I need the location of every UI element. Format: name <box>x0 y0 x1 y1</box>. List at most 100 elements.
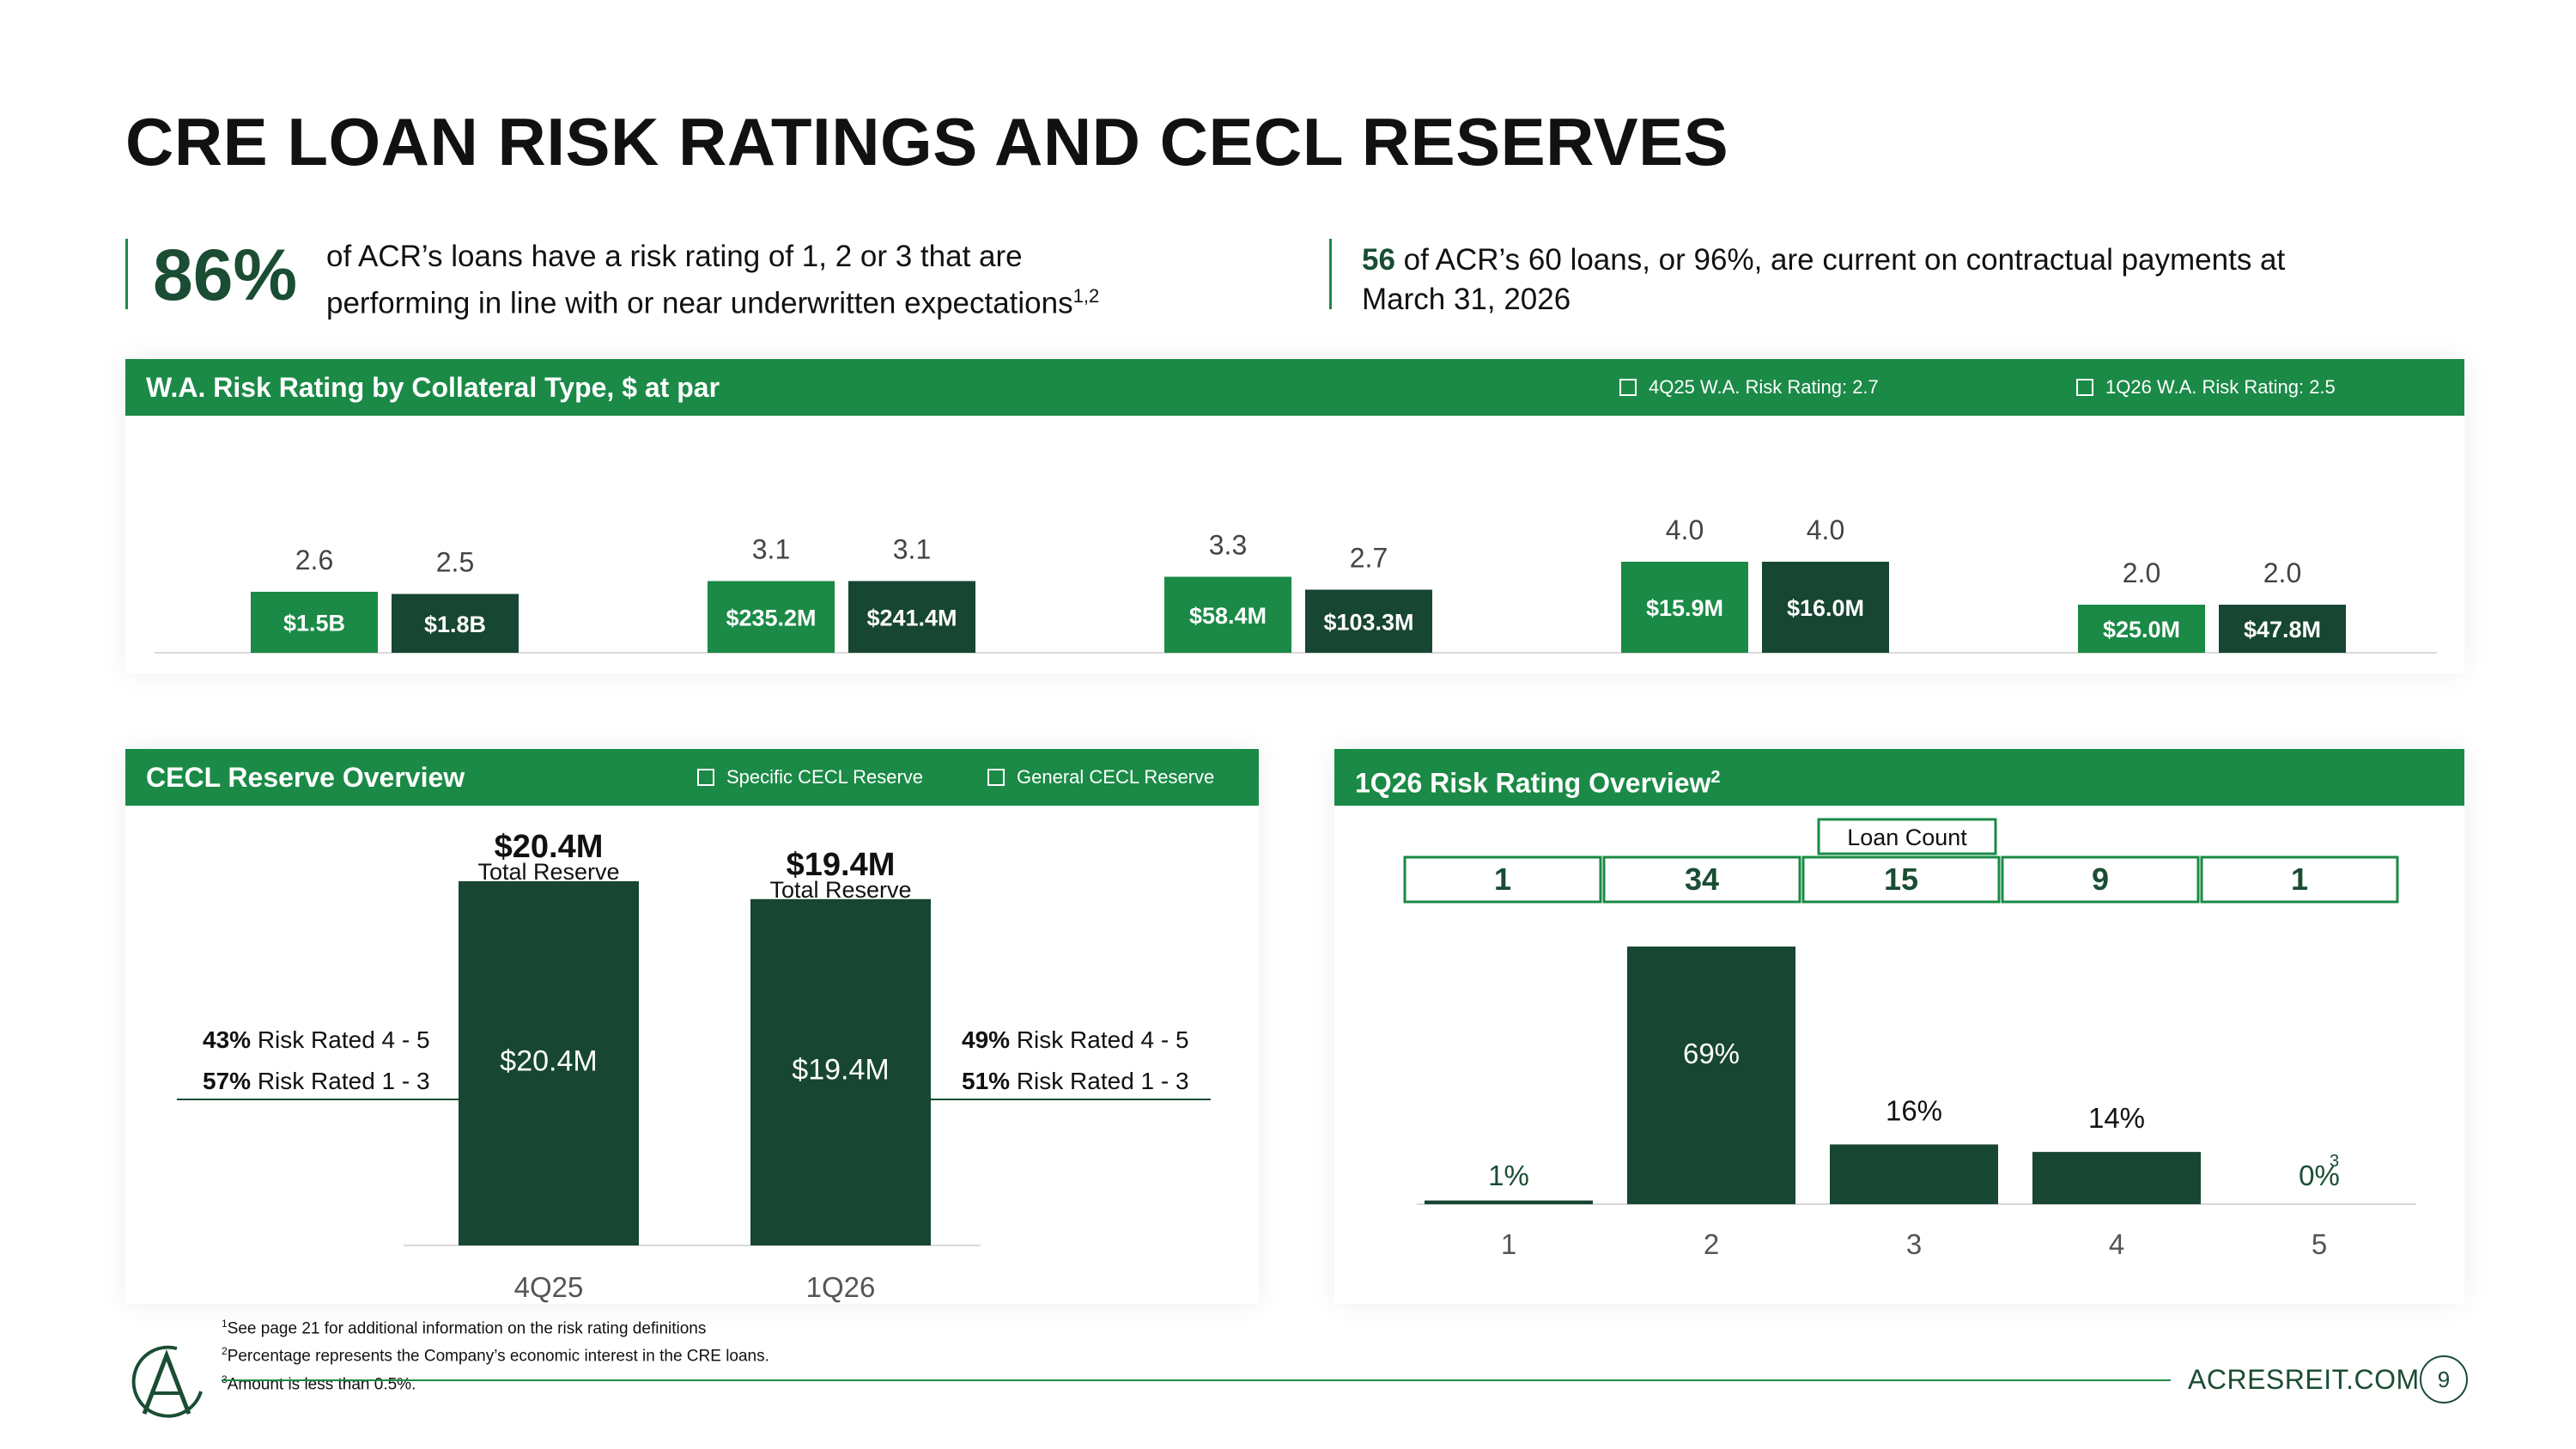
loan-count-cell <box>1403 855 1602 904</box>
rating-label: 4.0 <box>1807 514 1844 545</box>
legend-box-icon <box>697 769 714 786</box>
risk-rating-bar-2 <box>1627 947 1795 1204</box>
wa-risk-rating-panel: W.A. Risk Rating by Collateral Type, $ a… <box>125 359 2464 673</box>
bar-value-label: $1.8B <box>424 612 486 637</box>
rating-label: 2.0 <box>2123 557 2160 588</box>
stat-divider <box>125 239 128 309</box>
loan-count-cell <box>1801 855 2001 904</box>
rr-panel-header: 1Q26 Risk Rating Overview2 <box>1334 749 2464 806</box>
footnote-3: 3Amount is less than 0.5%. <box>222 1373 416 1393</box>
bar-4q25-office <box>708 581 835 653</box>
stat-left-line1: of ACR’s loans have a risk rating of 1, … <box>326 240 1023 273</box>
rating-label: 3.1 <box>752 534 790 565</box>
reserve-bar-1q26 <box>750 898 931 1245</box>
stat-left-footnote-ref: 1,2 <box>1072 285 1100 307</box>
cecl-reserve-panel: CECL Reserve Overview Specific CECL Rese… <box>125 749 1259 1304</box>
total-reserve-label: Total Reserve <box>477 859 619 885</box>
total-reserve-value: $19.4M <box>787 847 896 883</box>
rating-label: 2.5 <box>436 547 474 578</box>
total-reserve-value: $20.4M <box>495 829 604 865</box>
legend-specific-cecl: Specific CECL Reserve <box>697 749 923 806</box>
risk-rating-tick-label: 5 <box>2312 1228 2327 1260</box>
cecl-panel-title: CECL Reserve Overview <box>146 762 465 793</box>
rating-label: 2.6 <box>295 545 333 575</box>
reserve-bar-value-label: $20.4M <box>500 1044 597 1077</box>
reserve-bar-value-label: $19.4M <box>792 1053 889 1086</box>
rating-label: 3.3 <box>1209 530 1247 561</box>
rating-label: 2.7 <box>1350 543 1388 574</box>
loan-count-cell <box>2001 855 2200 904</box>
loan-count-value: 1 <box>2291 861 2308 897</box>
bar-value-label: $58.4M <box>1189 603 1267 629</box>
legend-box-icon <box>1619 379 1637 396</box>
stat-left-line2: performing in line with or near underwri… <box>326 285 1100 320</box>
risk-rating-bar-3 <box>1830 1144 1998 1204</box>
risk-rating-value-label: 14% <box>2088 1102 2145 1134</box>
bar-4q25-hotel <box>1164 576 1291 653</box>
reserve-note-right: 49% Risk Rated 4 - 5 <box>962 1026 1189 1053</box>
loan-count-value: 15 <box>1884 861 1918 897</box>
loan-count-value: 34 <box>1685 861 1719 897</box>
page-title: CRE LOAN RISK RATINGS AND CECL RESERVES <box>125 104 1729 180</box>
cecl-panel-header: CECL Reserve Overview Specific CECL Rese… <box>125 749 1259 806</box>
reserve-note-left: 57% Risk Rated 1 - 3 <box>203 1068 430 1094</box>
risk-rating-value-label: 1% <box>1488 1160 1529 1191</box>
wa-panel-title: W.A. Risk Rating by Collateral Type, $ a… <box>146 372 720 403</box>
footnotes: 1See page 21 for additional information … <box>222 1312 769 1396</box>
risk-rating-value-label: 69% <box>1683 1038 1740 1069</box>
stat-right-line2: March 31, 2026 <box>1362 283 1571 316</box>
bar-4q25-self-storage <box>1621 562 1748 653</box>
wa-risk-rating-chart: $1.5B2.6$1.8B2.5Multifamily$235.2M3.1$24… <box>155 514 2437 654</box>
bar-1q26-multifamily <box>392 594 519 653</box>
footnote-1: 1See page 21 for additional information … <box>222 1318 707 1338</box>
rr-panel-title: 1Q26 Risk Rating Overview2 <box>1355 767 1721 799</box>
risk-rating-value-label: 0% <box>2299 1160 2340 1191</box>
bar-1q26-office <box>848 581 975 653</box>
period-tick-label: 4Q25 <box>514 1271 584 1303</box>
bar-value-label: $241.4M <box>866 605 957 630</box>
bar-1q26-hotel <box>1305 589 1432 653</box>
risk-rating-footnote-ref: 3 <box>2330 1152 2339 1171</box>
stat-right-line1: of ACR’s 60 loans, or 96%, are current o… <box>1394 243 2286 277</box>
loan-count-cell <box>2200 855 2399 904</box>
loan-count-cell <box>1602 855 1801 904</box>
risk-rating-tick-label: 1 <box>1501 1228 1516 1260</box>
page-number: 9 <box>2420 1355 2468 1403</box>
risk-rating-tick-label: 4 <box>2109 1228 2124 1260</box>
legend-box-icon <box>987 769 1005 786</box>
reserve-note-right: 51% Risk Rated 1 - 3 <box>962 1068 1189 1094</box>
stat-right-text: 56 of ACR’s 60 loans, or 96%, are curren… <box>1362 240 2349 320</box>
legend-1q26: 1Q26 W.A. Risk Rating: 2.5 <box>2076 359 2336 416</box>
risk-rating-tick-label: 3 <box>1906 1228 1922 1260</box>
bar-value-label: $1.5B <box>283 611 345 636</box>
reserve-note-left: 43% Risk Rated 4 - 5 <box>203 1026 430 1053</box>
acres-logo-icon <box>131 1345 203 1418</box>
bar-value-label: $25.0M <box>2103 617 2180 642</box>
loan-count-label: Loan Count <box>1847 825 1967 850</box>
risk-rating-overview-panel: 1Q26 Risk Rating Overview2 Loan Count 1 34… <box>1334 749 2464 1304</box>
legend-general-cecl: General CECL Reserve <box>987 749 1214 806</box>
risk-rating-value-label: 16% <box>1886 1094 1942 1126</box>
bar-value-label: $47.8M <box>2244 617 2321 642</box>
risk-rating-bar-1 <box>1425 1200 1593 1204</box>
bar-value-label: $103.3M <box>1323 609 1413 635</box>
loan-count-label-box <box>1817 818 1997 855</box>
risk-rating-tick-label: 2 <box>1704 1228 1719 1260</box>
bar-4q25-multifamily <box>251 592 378 653</box>
risk-rating-bar-4 <box>2032 1152 2201 1204</box>
reserve-bar-4q25 <box>459 881 639 1245</box>
footer-divider <box>222 1379 2171 1381</box>
wa-panel-header: W.A. Risk Rating by Collateral Type, $ a… <box>125 359 2464 416</box>
footer-url[interactable]: ACRESREIT.COM <box>2188 1364 2420 1395</box>
rating-label: 4.0 <box>1666 514 1704 545</box>
loan-count-value: 1 <box>1494 861 1511 897</box>
bar-1q26-self-storage <box>1762 562 1889 653</box>
legend-box-icon <box>2076 379 2093 396</box>
footnote-2: 2Percentage represents the Company’s eco… <box>222 1345 769 1366</box>
total-reserve-label: Total Reserve <box>769 877 911 903</box>
bar-value-label: $15.9M <box>1646 595 1723 621</box>
stat-right-bold: 56 <box>1362 243 1395 277</box>
stat-left-text: of ACR’s loans have a risk rating of 1, … <box>326 237 1185 324</box>
